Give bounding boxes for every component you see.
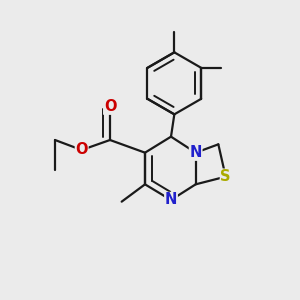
Text: O: O — [104, 99, 116, 114]
Text: S: S — [220, 169, 231, 184]
Text: N: N — [165, 193, 177, 208]
Text: O: O — [75, 142, 88, 158]
Text: N: N — [190, 145, 202, 160]
